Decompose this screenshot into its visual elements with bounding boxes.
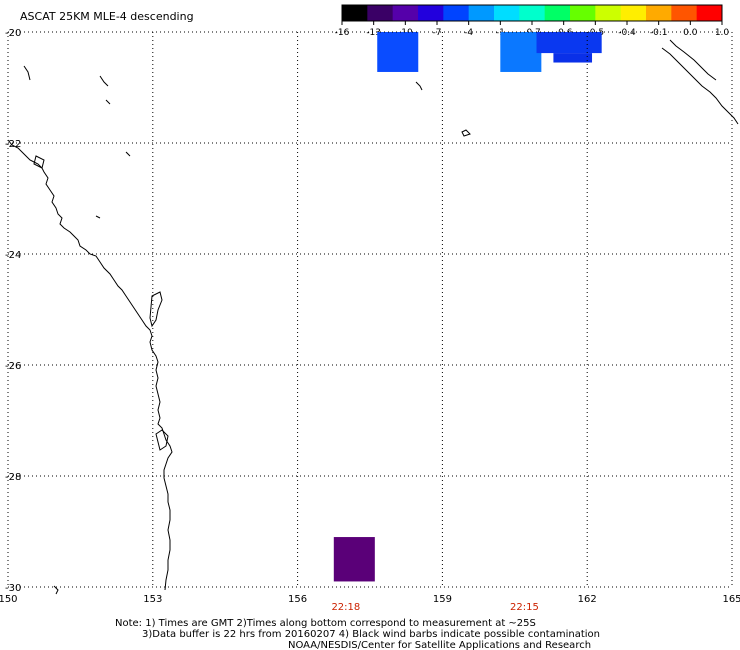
island-outline — [125, 151, 131, 157]
island-outline — [33, 155, 45, 169]
data-cell — [500, 32, 542, 72]
axis-labels: 150 153 156 159 162 165 -20 -22 -24 -26 -28 -30 — [0, 28, 740, 605]
note-line-2: 3)Data buffer is 22 hrs from 20160207 4)… — [142, 629, 600, 640]
colorbar-tick-label: -16 — [335, 28, 350, 38]
colorbar-swatch — [443, 5, 470, 21]
colorbar-tick-label: -0.1 — [650, 28, 668, 38]
colorbar-tick-label: -0.4 — [618, 28, 636, 38]
island-outline — [415, 81, 423, 91]
longitude-label: 153 — [143, 594, 162, 605]
colorbar-swatch — [696, 5, 723, 21]
map-title: ASCAT 25KM MLE-4 descending — [20, 10, 194, 23]
colorbar-swatch — [468, 5, 495, 21]
latitude-label: -20 — [5, 28, 21, 39]
colorbar-swatch — [570, 5, 596, 21]
coastline — [7, 39, 739, 595]
note-line-3: NOAA/NESDIS/Center for Satellite Applica… — [288, 640, 591, 650]
colorbar-swatch — [494, 5, 520, 21]
data-cell — [377, 32, 419, 72]
data-cell — [553, 53, 593, 63]
data-cell — [333, 537, 375, 582]
colorbar-swatch — [418, 5, 444, 21]
latitude-label: -28 — [5, 472, 21, 483]
new-caledonia-outline — [669, 39, 717, 81]
colorbar-swatch — [342, 5, 368, 21]
colorbar-swatch — [620, 5, 647, 21]
island-outline — [149, 291, 163, 328]
island-outline — [99, 75, 109, 87]
colorbar: -16-13-10-7-4-1-0.7-0.6-0.5-0.4-0.10.01.… — [335, 4, 730, 38]
colorbar-swatch — [519, 5, 546, 21]
colorbar-swatch — [392, 5, 419, 21]
time-label: 22:15 — [510, 602, 539, 613]
data-cells — [333, 32, 602, 582]
colorbar-tick-label: -4 — [464, 28, 473, 38]
colorbar-swatch — [646, 5, 672, 21]
colorbar-tick-label: -13 — [366, 28, 381, 38]
island-outline — [461, 129, 471, 137]
colorbar-swatch — [671, 5, 698, 21]
longitude-label: 162 — [578, 594, 597, 605]
island-outline — [155, 429, 169, 451]
island-outline — [53, 585, 59, 595]
colorbar-tick-label: 0.0 — [683, 28, 698, 38]
latitude-label: -30 — [5, 583, 21, 594]
colorbar-swatch — [544, 5, 571, 21]
longitude-label: 156 — [288, 594, 307, 605]
note-line-1: Note: 1) Times are GMT 2)Times along bot… — [115, 618, 536, 629]
graticule — [7, 31, 733, 588]
longitude-label: 150 — [0, 594, 18, 605]
time-label: 22:18 — [331, 602, 360, 613]
new-caledonia-outline — [661, 47, 739, 125]
island-outline — [23, 65, 31, 81]
latitude-label: -22 — [5, 139, 21, 150]
latitude-label: -24 — [5, 250, 21, 261]
colorbar-tick-label: -7 — [433, 28, 442, 38]
time-labels: 22:18 22:15 — [331, 602, 538, 613]
longitude-label: 165 — [722, 594, 740, 605]
colorbar-swatch — [367, 5, 394, 21]
colorbar-swatch — [595, 5, 622, 21]
latitude-label: -26 — [5, 361, 21, 372]
island-outline — [95, 215, 101, 219]
data-cell — [536, 32, 602, 54]
longitude-label: 159 — [433, 594, 452, 605]
australia-coastline — [7, 139, 173, 591]
colorbar-tick-label: 1.0 — [715, 28, 730, 38]
island-outline — [105, 99, 111, 105]
